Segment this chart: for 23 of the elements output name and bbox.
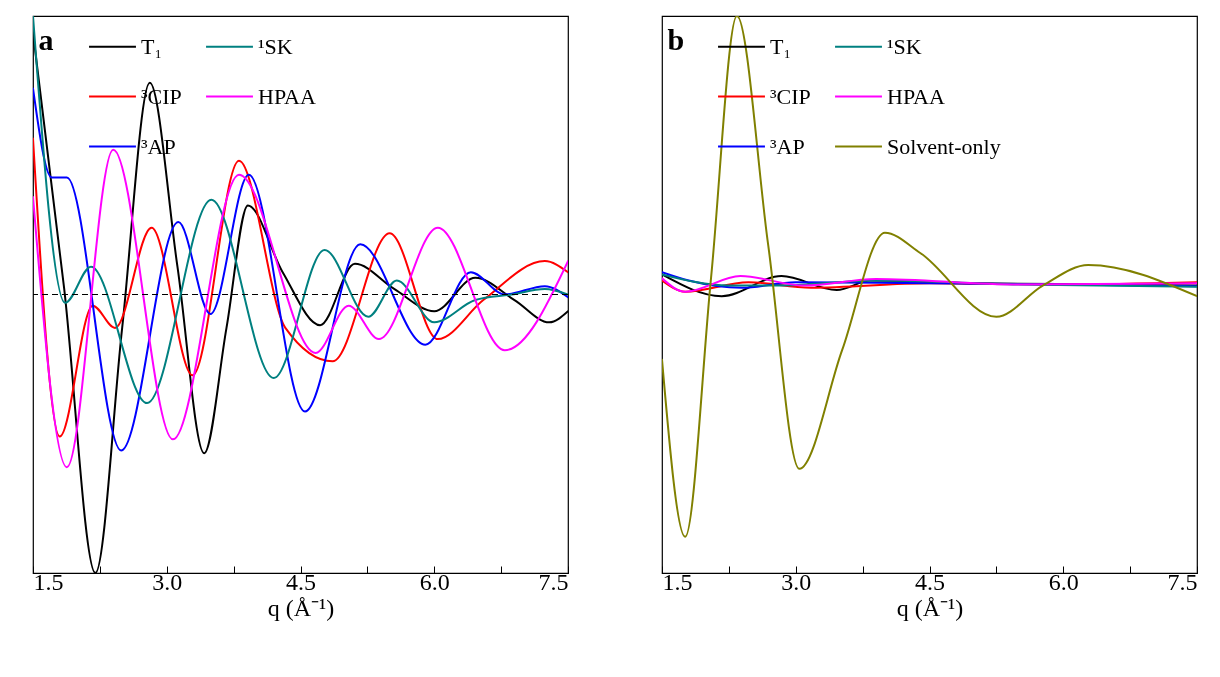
legend-label: Solvent-only — [887, 133, 1001, 159]
x-tick-label: 4.5 — [286, 568, 316, 595]
legend-label: ³CIP — [770, 83, 811, 109]
x-tick-label: 7.5 — [538, 568, 569, 595]
x-tick-label: 1.5 — [33, 568, 64, 595]
x-tick-label: 1.5 — [662, 568, 693, 595]
legend-label: ¹SK — [887, 33, 922, 59]
x-tick-label: 4.5 — [915, 568, 945, 595]
legend-label: T₁ — [141, 33, 163, 59]
chart-title: b — [667, 23, 685, 56]
x-tick-label: 3.0 — [152, 568, 183, 595]
x-tick-label: 3.0 — [781, 568, 812, 595]
x-axis-title: q (Å⁻¹) — [267, 594, 335, 621]
legend-label: HPAA — [887, 83, 945, 109]
legend-label: HPAA — [258, 83, 316, 109]
x-tick-label: 7.5 — [1167, 568, 1198, 595]
legend-label: ³AP — [770, 133, 805, 159]
x-axis-title: q (Å⁻¹) — [896, 594, 964, 621]
legend-label: T₁ — [770, 33, 792, 59]
x-tick-label: 6.0 — [1048, 568, 1079, 595]
x-tick-label: 6.0 — [419, 568, 450, 595]
chart-title: a — [38, 23, 54, 56]
legend-label: ¹SK — [258, 33, 293, 59]
